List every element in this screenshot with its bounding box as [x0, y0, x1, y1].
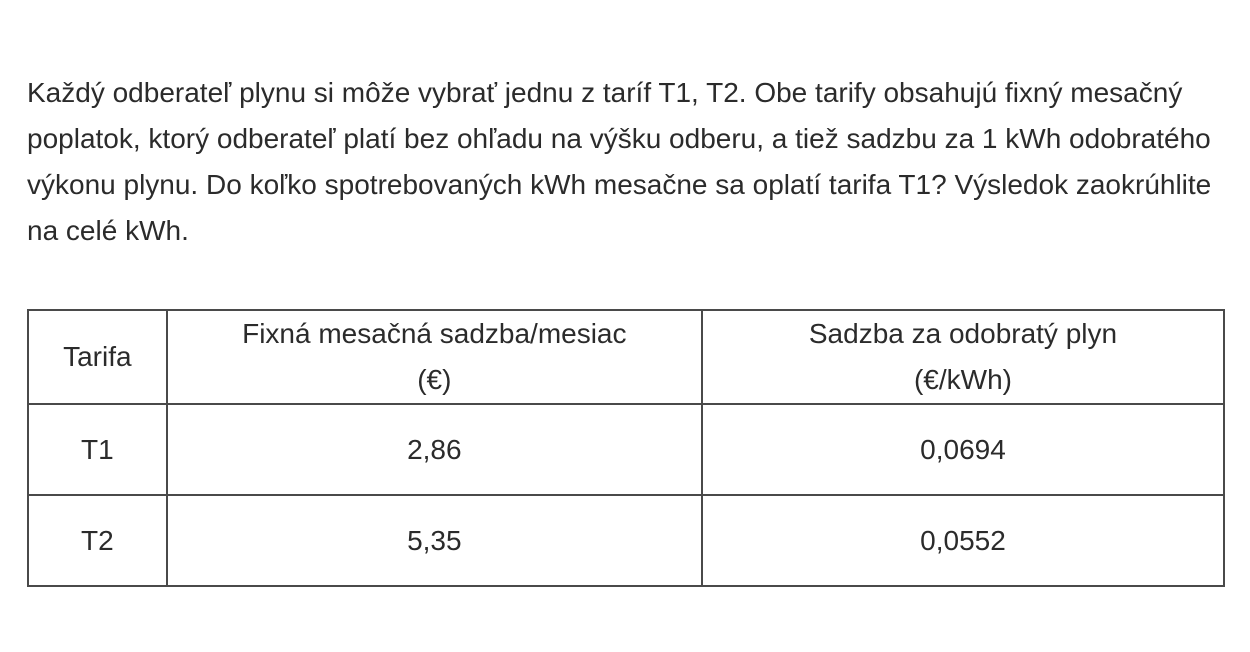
- header-tariff: Tarifa: [27, 309, 168, 405]
- table-header-row: Tarifa Fixná mesačná sadzba/mesiac (€) S…: [27, 309, 1226, 405]
- cell-tariff: T1: [27, 403, 168, 496]
- cell-fixed-rate: 2,86: [165, 403, 703, 496]
- header-fixed-rate-unit: (€): [417, 364, 452, 395]
- cell-tariff: T2: [27, 494, 168, 587]
- header-fixed-rate: Fixná mesačná sadzba/mesiac (€): [165, 309, 703, 405]
- cell-gas-rate: 0,0552: [700, 494, 1226, 587]
- problem-text: Každý odberateľ plynu si môže vybrať jed…: [27, 77, 1212, 246]
- header-gas-rate-unit: (€/kWh): [913, 364, 1012, 395]
- table-row: T2 5,35 0,0552: [27, 494, 1226, 587]
- cell-gas-rate: 0,0694: [700, 403, 1226, 496]
- header-gas-rate-label: Sadzba za odobratý plyn: [808, 318, 1118, 349]
- tariff-table: Tarifa Fixná mesačná sadzba/mesiac (€) S…: [27, 309, 1226, 587]
- header-gas-rate: Sadzba za odobratý plyn (€/kWh): [700, 309, 1226, 405]
- cell-fixed-rate: 5,35: [165, 494, 703, 587]
- header-fixed-rate-label: Fixná mesačná sadzba/mesiac: [242, 318, 627, 349]
- table-row: T1 2,86 0,0694: [27, 403, 1226, 496]
